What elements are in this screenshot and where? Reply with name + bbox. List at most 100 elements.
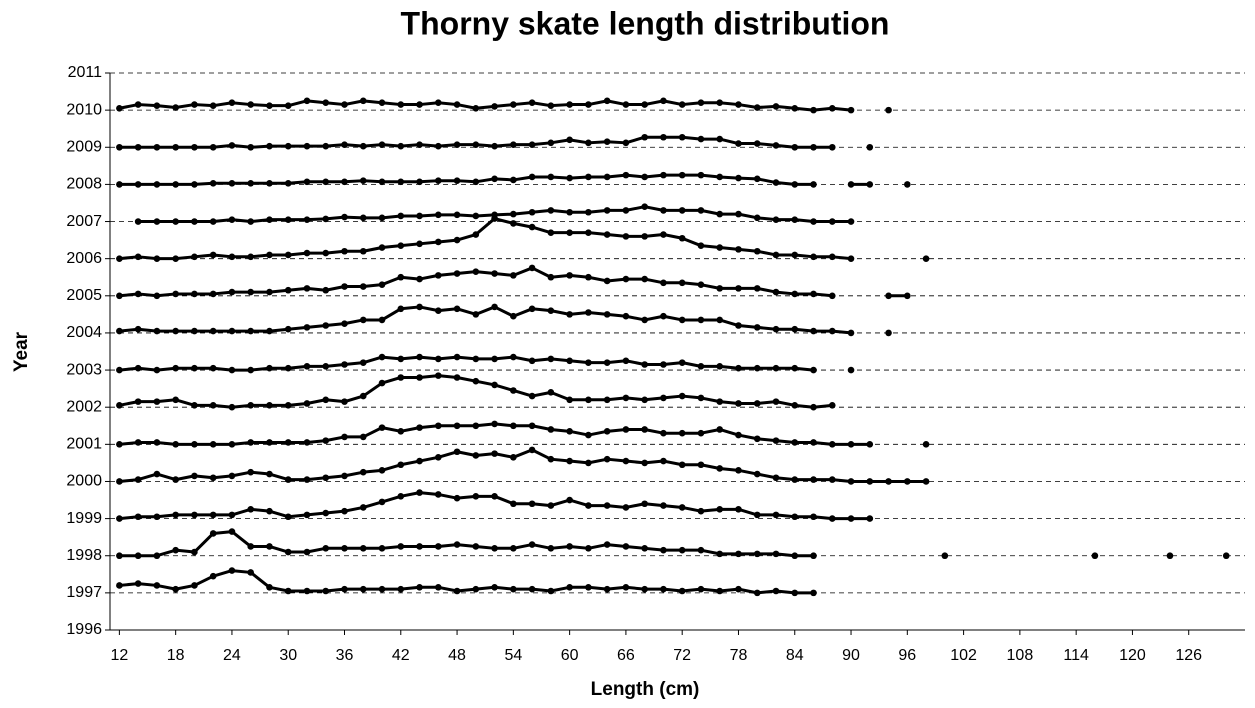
data-point bbox=[172, 218, 179, 225]
data-point bbox=[322, 545, 330, 552]
data-point bbox=[735, 431, 742, 439]
data-point bbox=[735, 585, 742, 593]
data-point bbox=[847, 366, 855, 374]
data-point bbox=[828, 292, 836, 300]
data-point bbox=[791, 251, 799, 259]
data-point bbox=[134, 143, 142, 151]
data-point bbox=[116, 441, 123, 448]
data-point bbox=[453, 141, 461, 148]
data-point bbox=[284, 364, 292, 372]
data-point bbox=[585, 139, 592, 147]
data-point bbox=[641, 233, 648, 240]
data-point bbox=[697, 507, 705, 515]
data-point bbox=[116, 478, 123, 485]
data-point bbox=[284, 513, 292, 521]
data-point bbox=[191, 582, 198, 589]
data-point bbox=[603, 455, 611, 463]
data-point bbox=[284, 587, 292, 595]
data-point bbox=[585, 173, 592, 181]
data-point bbox=[191, 511, 198, 519]
data-point bbox=[116, 292, 123, 300]
data-point bbox=[228, 511, 236, 519]
x-tick-label: 84 bbox=[786, 647, 804, 664]
data-point bbox=[359, 545, 367, 552]
data-point bbox=[660, 171, 667, 179]
data-point bbox=[153, 218, 161, 225]
data-point bbox=[247, 402, 255, 409]
data-point bbox=[322, 363, 330, 370]
data-point bbox=[566, 272, 573, 279]
x-tick-label: 48 bbox=[448, 647, 466, 664]
data-point bbox=[416, 457, 423, 465]
data-point bbox=[641, 101, 648, 108]
data-point bbox=[791, 364, 799, 372]
data-point bbox=[322, 215, 330, 223]
data-point bbox=[247, 253, 255, 261]
data-point bbox=[697, 242, 705, 249]
data-point bbox=[791, 104, 799, 112]
data-point bbox=[622, 139, 630, 147]
data-point bbox=[603, 173, 611, 181]
data-point bbox=[491, 303, 498, 311]
data-point bbox=[191, 548, 198, 556]
data-point bbox=[491, 175, 498, 183]
data-point bbox=[547, 389, 555, 396]
data-point bbox=[547, 307, 555, 314]
data-point bbox=[228, 403, 236, 411]
data-point bbox=[547, 229, 555, 236]
data-point bbox=[603, 277, 611, 285]
data-point bbox=[209, 218, 217, 225]
data-point bbox=[341, 361, 348, 368]
data-point bbox=[172, 511, 179, 519]
data-point bbox=[622, 101, 630, 108]
data-point bbox=[228, 142, 236, 149]
data-point bbox=[416, 353, 423, 361]
data-point bbox=[191, 101, 198, 108]
data-point bbox=[378, 353, 386, 361]
data-point bbox=[847, 181, 855, 188]
data-point bbox=[472, 268, 480, 275]
data-point bbox=[378, 467, 386, 474]
data-point bbox=[322, 142, 330, 150]
data-point bbox=[810, 143, 817, 151]
data-point bbox=[566, 496, 573, 504]
data-point bbox=[735, 174, 742, 182]
data-point bbox=[753, 550, 761, 558]
data-point bbox=[697, 281, 705, 288]
data-point bbox=[547, 426, 555, 433]
series-line bbox=[119, 448, 927, 483]
data-point bbox=[716, 398, 724, 405]
data-point bbox=[397, 585, 405, 593]
data-point bbox=[172, 255, 179, 262]
data-point bbox=[772, 550, 780, 558]
data-point bbox=[904, 478, 911, 485]
data-point bbox=[810, 218, 817, 225]
data-point bbox=[341, 320, 348, 327]
data-point bbox=[191, 143, 198, 151]
data-point bbox=[453, 494, 461, 502]
data-point bbox=[847, 255, 855, 262]
data-point bbox=[1166, 552, 1174, 560]
data-point bbox=[172, 396, 179, 404]
data-point bbox=[772, 325, 780, 333]
data-point bbox=[735, 210, 742, 218]
data-point bbox=[153, 470, 161, 478]
data-point bbox=[566, 457, 573, 465]
data-point bbox=[397, 142, 405, 150]
data-point bbox=[153, 552, 161, 560]
data-point bbox=[322, 474, 330, 482]
data-point bbox=[134, 290, 142, 298]
data-point bbox=[528, 357, 536, 365]
data-point bbox=[266, 507, 273, 515]
data-point bbox=[772, 179, 780, 186]
data-point bbox=[866, 478, 874, 485]
data-point bbox=[134, 253, 142, 261]
data-point bbox=[791, 216, 799, 223]
data-point bbox=[585, 459, 592, 467]
data-point bbox=[791, 589, 799, 597]
data-point bbox=[435, 99, 442, 107]
data-point bbox=[322, 178, 330, 186]
data-point bbox=[491, 493, 498, 500]
series-line bbox=[119, 530, 814, 558]
data-point bbox=[697, 99, 705, 107]
